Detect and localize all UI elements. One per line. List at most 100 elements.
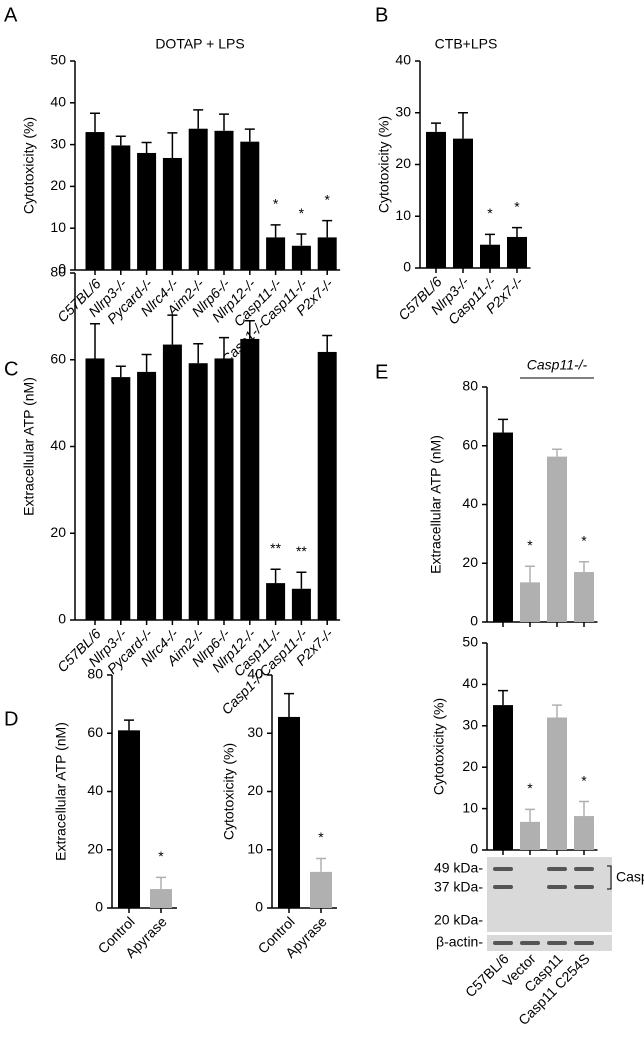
bar (317, 351, 337, 620)
bar (214, 358, 234, 620)
loading-control-label: β-actin- (436, 934, 483, 950)
error-bar (90, 322, 100, 359)
error-bar (316, 857, 326, 872)
bar (240, 141, 260, 270)
blot-marker: 49 kDa- (434, 860, 483, 876)
y-axis-label: Cytotoxicity (%) (221, 743, 237, 840)
bar (426, 131, 446, 268)
bar (150, 889, 172, 908)
bar (547, 717, 567, 850)
error-bar (219, 336, 229, 359)
y-tick-label: 40 (50, 94, 66, 110)
error-bar (193, 109, 204, 129)
y-axis-label: Cytotoxicity (%) (431, 698, 447, 795)
significance-mark: ** (270, 540, 281, 556)
error-bar (512, 226, 522, 237)
bar (574, 816, 594, 850)
panel-letter: A (4, 4, 18, 26)
significance-mark: ** (296, 543, 307, 559)
bar (188, 363, 208, 620)
error-bar (244, 128, 255, 142)
bar (85, 358, 105, 620)
bar (111, 145, 131, 270)
y-tick-label: 10 (462, 799, 478, 815)
y-tick-label: 0 (58, 261, 66, 277)
y-tick-label: 20 (247, 782, 263, 798)
bar (188, 128, 208, 270)
y-tick-label: 0 (58, 611, 66, 627)
y-tick-label: 60 (462, 436, 478, 452)
y-tick-label: 20 (50, 524, 66, 540)
group-label: Casp11-/- (527, 357, 588, 373)
error-bar (552, 448, 562, 457)
bar (291, 588, 311, 620)
bar (453, 138, 473, 268)
panel-letter: C (4, 358, 18, 380)
panel-letter: D (4, 708, 18, 730)
error-bar (156, 876, 166, 890)
significance-mark: * (581, 532, 587, 548)
blot-bands (493, 867, 594, 945)
y-tick-label: 10 (247, 840, 263, 856)
y-tick-label: 0 (95, 899, 103, 915)
y-axis-label: Cytotoxicity (%) (376, 116, 392, 213)
y-tick-label: 20 (462, 554, 478, 570)
blot-marker: 37 kDa- (434, 879, 483, 895)
panel-letter: B (375, 4, 388, 26)
bar (266, 583, 286, 620)
y-tick-label: 20 (50, 177, 66, 193)
bar (118, 730, 140, 908)
error-bar (244, 319, 255, 339)
bar (574, 572, 594, 622)
y-tick-label: 80 (87, 666, 103, 682)
y-tick-label: 40 (462, 675, 478, 691)
error-bar (458, 112, 468, 139)
y-tick-label: 40 (87, 782, 103, 798)
bar (111, 377, 131, 620)
y-tick-label: 40 (247, 666, 263, 682)
y-tick-label: 60 (50, 350, 66, 366)
bar (137, 152, 157, 270)
significance-mark: * (527, 537, 533, 553)
y-tick-label: 30 (395, 103, 411, 119)
significance-mark: * (487, 205, 493, 221)
significance-mark: * (273, 196, 279, 212)
y-tick-label: 20 (87, 840, 103, 856)
error-bar (167, 314, 178, 345)
bar (547, 456, 567, 622)
error-bar (115, 365, 126, 378)
error-bar (141, 353, 152, 372)
bar (162, 344, 182, 620)
error-bar (579, 800, 589, 817)
y-tick-label: 80 (50, 264, 66, 280)
bar (317, 237, 337, 270)
error-bar (525, 808, 535, 822)
y-tick-label: 40 (462, 495, 478, 511)
y-tick-label: 30 (247, 724, 263, 740)
band-bracket (607, 865, 612, 890)
error-bar (498, 418, 508, 433)
significance-mark: * (299, 205, 305, 221)
error-bar (296, 571, 307, 589)
y-tick-label: 60 (87, 724, 103, 740)
error-bar (485, 233, 495, 245)
error-bar (270, 224, 281, 238)
y-tick-label: 10 (395, 207, 411, 223)
error-bar (296, 233, 307, 246)
bar (278, 716, 300, 908)
significance-mark: * (581, 772, 587, 788)
bar (493, 705, 513, 850)
bar (310, 871, 332, 908)
error-bar (90, 112, 100, 133)
band-label: Casp11 (616, 869, 644, 885)
y-tick-label: 0 (470, 613, 478, 629)
bar (520, 821, 540, 850)
error-bar (498, 689, 508, 706)
error-bar (552, 704, 562, 718)
y-tick-label: 50 (50, 52, 66, 68)
error-bar (115, 135, 126, 146)
y-tick-label: 30 (462, 717, 478, 733)
error-bar (525, 565, 535, 583)
bar (85, 132, 105, 270)
